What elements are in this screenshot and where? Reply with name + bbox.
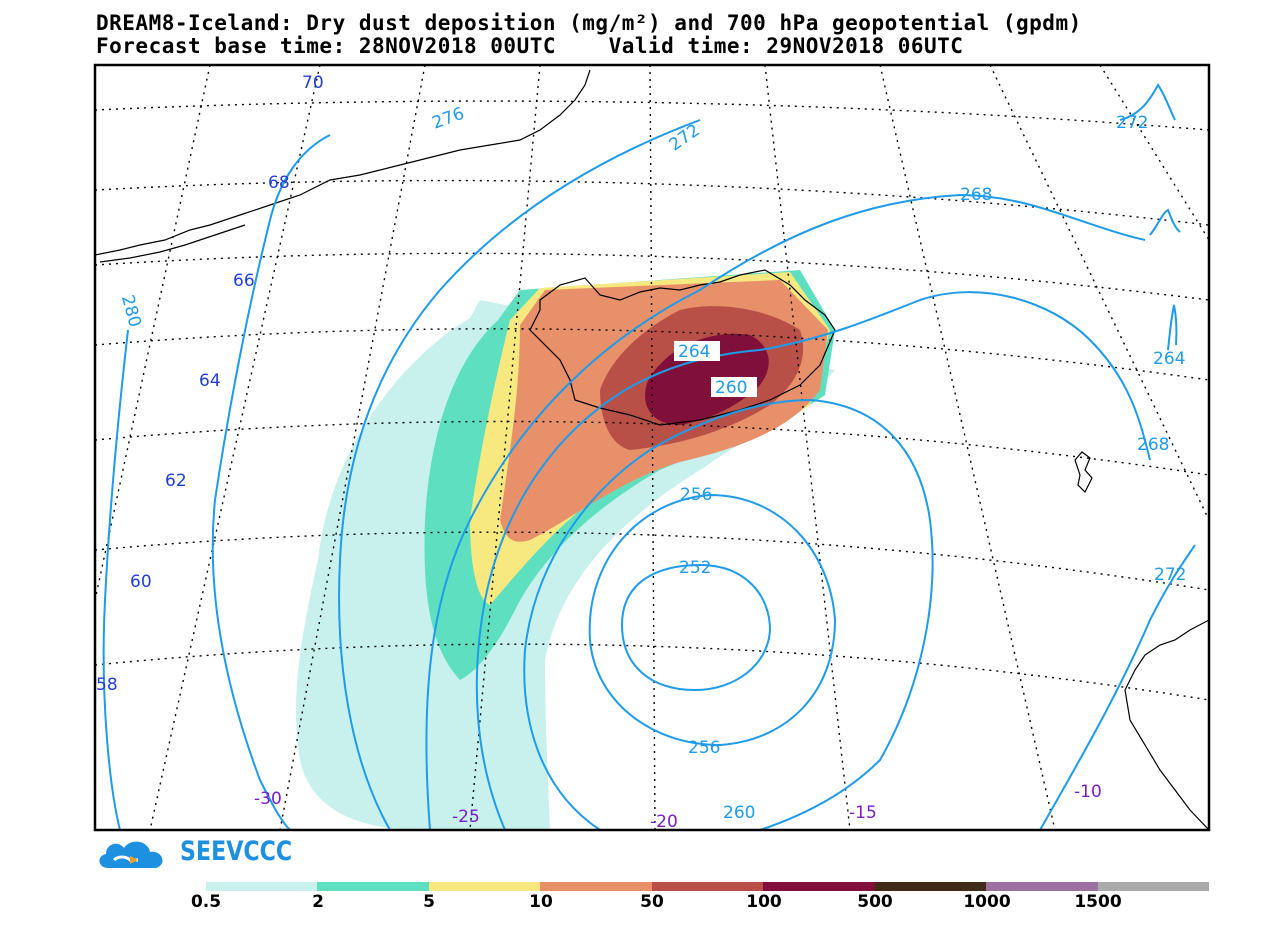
legend-label: 0.5 [190,892,222,912]
contour-label: 276 [430,104,467,134]
contour-label: 272 [1154,565,1186,585]
lat-label: 64 [199,371,221,391]
legend-swatch [874,882,987,891]
lat-label: 70 [302,73,324,93]
legend-label: 10 [529,892,553,912]
contour-272c [1119,83,1176,121]
contour-label: 264 [678,342,710,362]
legend-swatch [428,882,541,891]
contour-label: 268 [960,185,992,205]
legend-label: 1000 [963,892,1011,912]
legend-swatch [763,882,875,891]
legend-label: 100 [746,892,782,912]
legend-label: 2 [312,892,324,912]
cloud-icon [99,841,163,868]
contour-264b [1167,304,1178,351]
legend-swatch [1097,882,1209,891]
lat-label: 66 [233,271,255,291]
lon-label: -15 [849,803,877,823]
legend-swatch [651,882,764,891]
legend-label: 50 [640,892,664,912]
legend-swatch [986,882,1098,891]
lon-label: -30 [254,789,282,809]
contour-256 [588,493,837,747]
legend-label: 500 [857,892,893,912]
seevccc-logo: SEEVCCC [94,834,304,874]
contour-label: 272 [1116,113,1148,133]
legend-colorbar [206,882,1209,891]
lon-label: -20 [650,812,678,832]
lat-label: 62 [165,471,187,491]
contour-label: 256 [688,738,720,758]
contour-268 [425,193,1146,830]
lat-label: 60 [130,572,152,592]
contour-label: 272 [666,120,704,155]
contour-264 [475,291,1151,830]
contour-272a [338,119,701,830]
contour-label: 268 [1137,435,1169,455]
contour-label: 260 [715,378,747,398]
contour-268b [1149,208,1181,236]
lat-label: 68 [268,173,290,193]
contour-label: 252 [679,558,711,578]
legend-label: 1500 [1074,892,1122,912]
greenland-coast [95,69,591,256]
contour-276 [211,134,331,830]
logo-text: SEEVCCC [180,836,293,867]
contour-280 [102,329,129,830]
contour-label: 256 [680,485,712,505]
legend-swatch [206,882,318,891]
lon-label: -10 [1074,782,1102,802]
norway-coast [1124,619,1209,830]
legend-swatch [540,882,652,891]
contour-260 [523,398,934,830]
legend-label: 5 [423,892,435,912]
iceland-coast [529,269,836,426]
contour-252 [620,563,772,692]
lon-label: -25 [452,807,480,827]
contour-label: 264 [1153,349,1185,369]
contour-label: 260 [723,803,755,823]
legend-swatch [317,882,429,891]
map-frame [93,63,1211,832]
chart-title: DREAM8-Iceland: Dry dust deposition (mg/… [96,11,1082,35]
faroe-coast [1074,451,1093,494]
legend-labels: 0.5 2 5 10 50 100 500 1000 1500 [0,892,1271,916]
contour-272b [1039,544,1196,830]
forecast-times: Forecast base time: 28NOV2018 00UTC Vali… [96,34,964,58]
lat-label: 58 [96,675,118,695]
contour-label: 280 [117,293,145,330]
